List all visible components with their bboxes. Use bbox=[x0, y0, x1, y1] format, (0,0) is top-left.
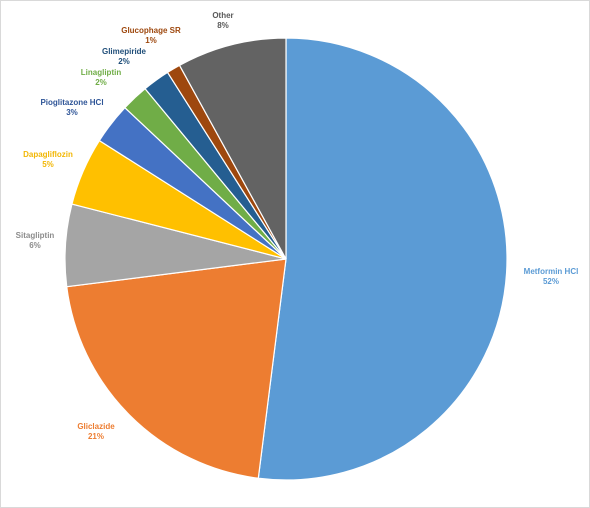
slice-label-glimepiride: Glimepiride bbox=[102, 47, 147, 56]
pie-slice-metformin-hcl bbox=[257, 37, 508, 481]
slice-label-pioglitazone-hcl: Pioglitazone HCl bbox=[40, 98, 103, 107]
slice-percent-glimepiride: 2% bbox=[118, 57, 130, 66]
slice-percent-other: 8% bbox=[217, 21, 229, 30]
pie-slices bbox=[64, 37, 508, 481]
pie-slice-gliclazide bbox=[66, 258, 287, 479]
pie-slice-other bbox=[178, 37, 287, 260]
slice-percent-dapagliflozin: 5% bbox=[42, 160, 54, 169]
slice-percent-sitagliptin: 6% bbox=[29, 241, 41, 250]
slice-label-other: Other bbox=[212, 11, 233, 20]
slice-label-metformin-hcl: Metformin HCl bbox=[524, 267, 579, 276]
slice-label-linagliptin: Linagliptin bbox=[81, 68, 122, 77]
slice-label-glucophage-sr: Glucophage SR bbox=[121, 26, 181, 35]
slice-percent-linagliptin: 2% bbox=[95, 78, 107, 87]
slice-percent-pioglitazone-hcl: 3% bbox=[66, 108, 78, 117]
slice-label-gliclazide: Gliclazide bbox=[77, 422, 115, 431]
slice-percent-glucophage-sr: 1% bbox=[145, 36, 157, 45]
slice-label-sitagliptin: Sitagliptin bbox=[16, 231, 55, 240]
slice-label-dapagliflozin: Dapagliflozin bbox=[23, 150, 73, 159]
slice-percent-gliclazide: 21% bbox=[88, 432, 104, 441]
slice-percent-metformin-hcl: 52% bbox=[543, 277, 559, 286]
